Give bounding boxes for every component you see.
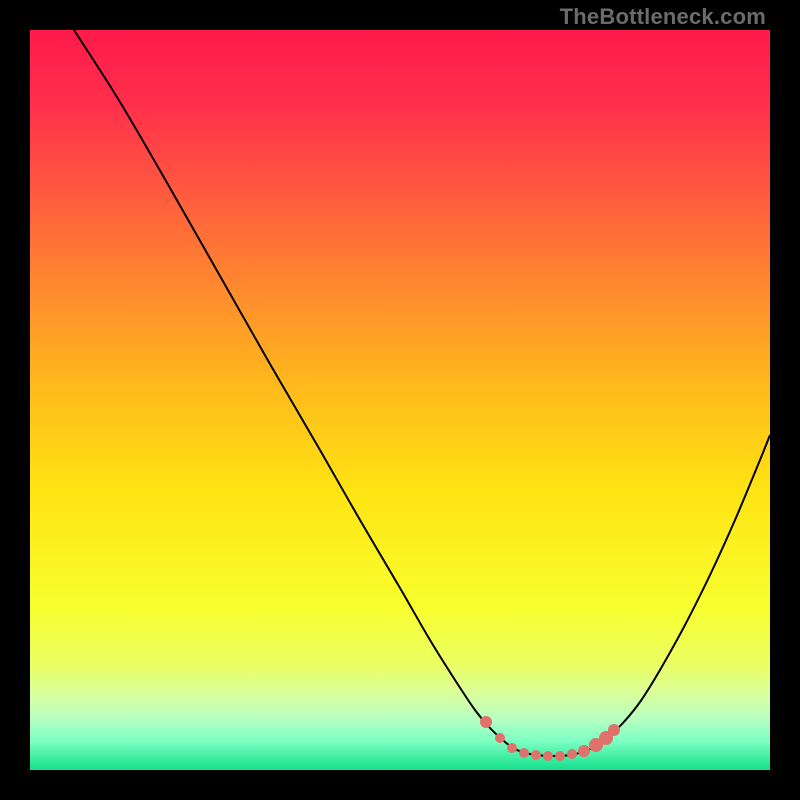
trough-marker [578, 745, 590, 757]
trough-marker [543, 751, 553, 761]
plot-area [30, 30, 770, 770]
trough-marker [519, 748, 529, 758]
trough-marker [495, 733, 505, 743]
watermark-text: TheBottleneck.com [560, 4, 766, 30]
gradient-background [30, 30, 770, 770]
trough-marker [480, 716, 492, 728]
bottleneck-chart [30, 30, 770, 770]
chart-frame: TheBottleneck.com [0, 0, 800, 800]
trough-marker [608, 724, 620, 736]
trough-marker [567, 749, 577, 759]
trough-marker [507, 743, 517, 753]
trough-marker [555, 751, 565, 761]
trough-marker [531, 750, 541, 760]
